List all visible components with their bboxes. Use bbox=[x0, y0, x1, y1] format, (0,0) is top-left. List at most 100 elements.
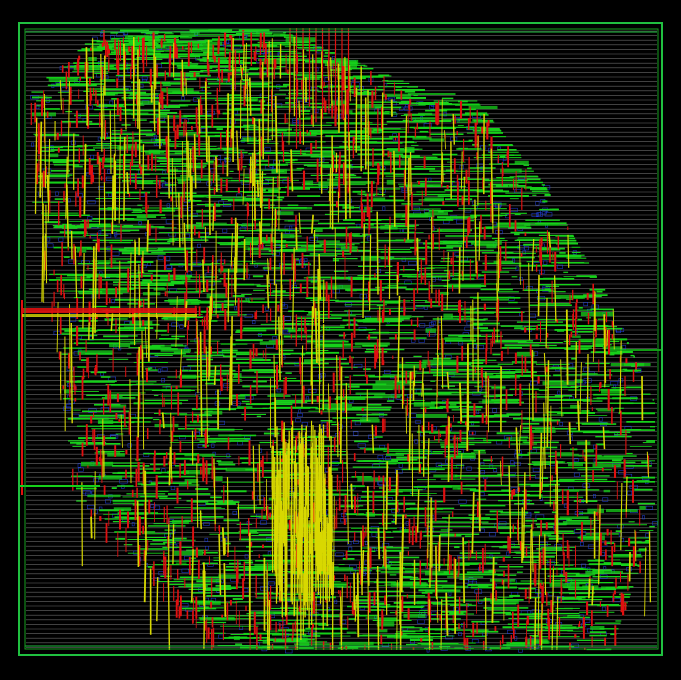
horizontal-wire-bundle bbox=[355, 392, 386, 395]
standard-cell bbox=[359, 605, 366, 610]
standard-cell bbox=[536, 212, 541, 217]
standard-cell bbox=[301, 422, 308, 427]
horizontal-wire-bundle bbox=[416, 413, 448, 418]
horizontal-wire-bundle bbox=[514, 160, 529, 164]
standard-cell bbox=[107, 169, 111, 174]
standard-cell bbox=[480, 470, 485, 475]
top-metal-wire bbox=[260, 171, 264, 244]
horizontal-wire-bundle bbox=[192, 44, 215, 48]
standard-cell bbox=[503, 435, 512, 440]
horizontal-wire-bundle bbox=[610, 363, 645, 367]
horizontal-wire-bundle bbox=[178, 179, 186, 184]
horizontal-wire-bundle bbox=[137, 482, 147, 486]
horizontal-wire-bundle bbox=[381, 93, 412, 97]
standard-cell bbox=[473, 344, 477, 349]
horizontal-wire-bundle bbox=[109, 404, 127, 408]
horizontal-wire-bundle bbox=[418, 112, 433, 115]
standard-cell bbox=[265, 306, 269, 311]
standard-cell bbox=[90, 154, 95, 159]
horizontal-wire-bundle bbox=[425, 570, 460, 576]
top-metal-wire bbox=[644, 547, 647, 617]
standard-cell bbox=[582, 618, 591, 623]
horizontal-wire-bundle bbox=[218, 268, 249, 273]
horizontal-wire-bundle bbox=[178, 132, 200, 136]
horizontal-wire-bundle bbox=[90, 47, 109, 50]
horizontal-wire-bundle bbox=[179, 374, 197, 379]
standard-cell bbox=[384, 369, 391, 374]
standard-cell bbox=[190, 212, 198, 217]
horizontal-wire-bundle bbox=[167, 470, 189, 474]
horizontal-wire-bundle bbox=[424, 197, 444, 202]
top-metal-wire bbox=[292, 247, 295, 330]
top-metal-wire bbox=[376, 211, 379, 295]
horizontal-wire-bundle bbox=[314, 228, 323, 232]
standard-cell bbox=[347, 541, 352, 546]
top-metal-wire bbox=[371, 424, 375, 454]
horizontal-wire-bundle bbox=[288, 327, 297, 333]
standard-cell bbox=[581, 563, 587, 568]
horizontal-wire-bundle bbox=[298, 247, 314, 252]
standard-cell bbox=[166, 203, 170, 208]
standard-cell bbox=[260, 520, 267, 525]
horizontal-wire-bundle bbox=[281, 207, 313, 210]
horizontal-wire-bundle bbox=[506, 641, 534, 647]
horizontal-wire-bundle bbox=[205, 203, 221, 207]
horizontal-wire-bundle bbox=[184, 479, 199, 484]
horizontal-wire-bundle bbox=[562, 521, 593, 525]
standard-cell bbox=[150, 503, 156, 508]
standard-cell bbox=[58, 237, 64, 242]
horizontal-wire-bundle bbox=[557, 329, 565, 332]
standard-cell bbox=[55, 191, 59, 196]
standard-cell bbox=[418, 338, 425, 343]
standard-cell bbox=[272, 336, 278, 341]
standard-cell bbox=[404, 280, 412, 285]
top-metal-wire bbox=[435, 545, 438, 600]
standard-cell bbox=[232, 510, 237, 515]
horizontal-wire-bundle bbox=[293, 446, 302, 449]
standard-cell bbox=[278, 621, 285, 626]
standard-cell bbox=[514, 461, 521, 466]
standard-cell bbox=[399, 106, 404, 111]
standard-cell bbox=[488, 532, 496, 537]
top-metal-wire bbox=[70, 322, 73, 424]
standard-cell bbox=[179, 324, 184, 329]
horizontal-wire-bundle bbox=[603, 489, 611, 493]
standard-cell bbox=[618, 532, 622, 537]
horizontal-wire-bundle bbox=[490, 600, 519, 604]
standard-cell bbox=[311, 87, 318, 92]
horizontal-wire-bundle bbox=[421, 642, 442, 646]
horizontal-wire-bundle bbox=[416, 600, 426, 605]
top-metal-wire bbox=[47, 138, 51, 223]
top-metal-wire bbox=[69, 304, 71, 383]
horizontal-wire-bundle bbox=[389, 573, 397, 576]
horizontal-wire-bundle bbox=[99, 79, 116, 82]
horizontal-wire-bundle bbox=[218, 434, 242, 437]
standard-cell bbox=[556, 264, 563, 269]
standard-cell bbox=[458, 632, 462, 637]
horizontal-wire-bundle bbox=[171, 519, 189, 524]
standard-cell bbox=[540, 210, 547, 215]
horizontal-wire-bundle bbox=[486, 244, 497, 249]
horizontal-wire-bundle bbox=[587, 508, 604, 514]
top-metal-wire bbox=[586, 353, 589, 423]
horizontal-wire-bundle bbox=[439, 291, 449, 296]
horizontal-wire-bundle bbox=[129, 320, 153, 326]
horizontal-wire-bundle bbox=[405, 570, 431, 573]
top-metal-wire bbox=[440, 315, 444, 389]
horizontal-wire-bundle bbox=[310, 129, 339, 134]
horizontal-wire-bundle bbox=[261, 515, 277, 520]
horizontal-wire-bundle bbox=[592, 464, 622, 468]
standard-cell bbox=[204, 537, 209, 542]
standard-cell bbox=[295, 418, 301, 423]
horizontal-wire-bundle bbox=[345, 180, 375, 185]
standard-cell bbox=[268, 581, 275, 586]
standard-cell bbox=[555, 622, 563, 627]
standard-cell bbox=[354, 421, 361, 426]
horizontal-wire-bundle bbox=[259, 341, 284, 345]
top-metal-wire bbox=[339, 366, 343, 463]
horizontal-wire-bundle bbox=[390, 582, 427, 587]
standard-cell bbox=[394, 469, 403, 474]
standard-cell bbox=[645, 505, 653, 510]
horizontal-wire-bundle bbox=[262, 639, 269, 644]
horizontal-wire-bundle bbox=[429, 138, 445, 142]
